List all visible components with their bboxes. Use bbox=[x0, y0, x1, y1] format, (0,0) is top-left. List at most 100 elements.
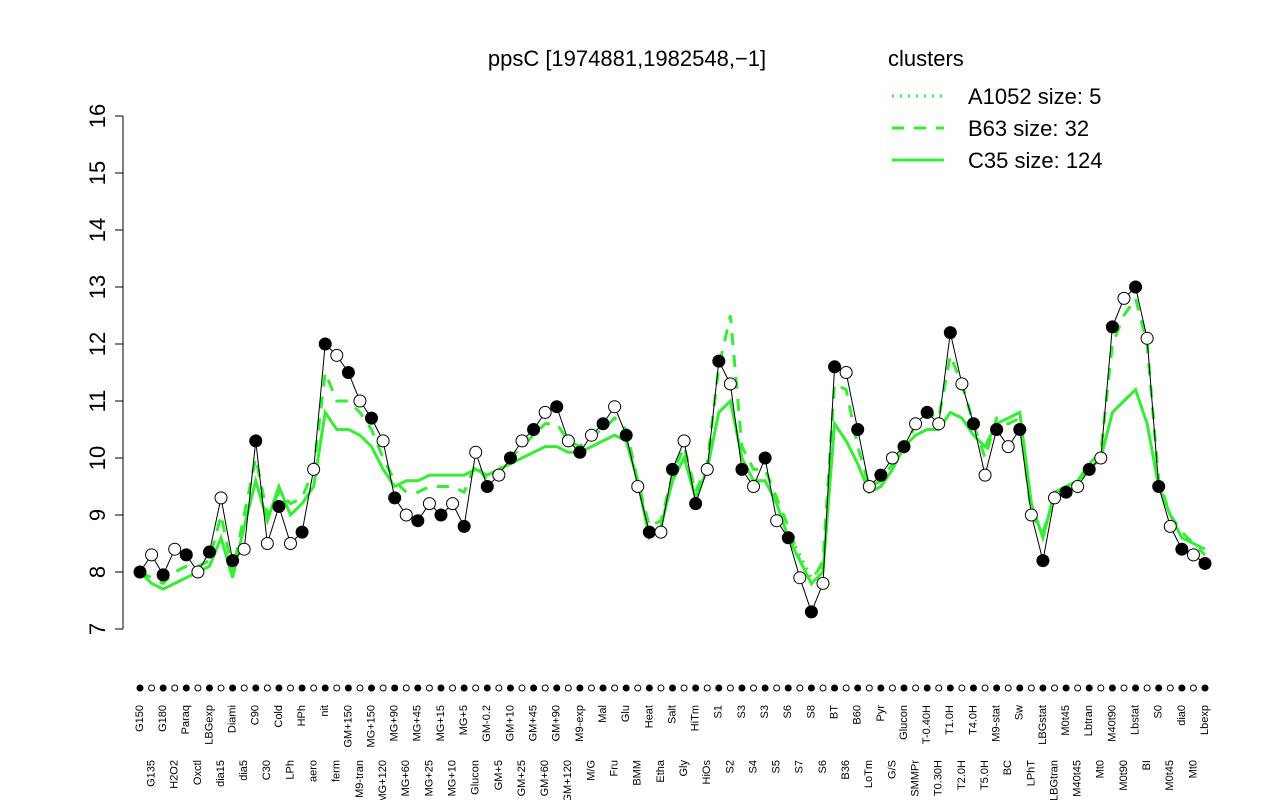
x-tick-label: S8 bbox=[805, 705, 817, 718]
x-tick-dot bbox=[182, 684, 190, 692]
x-tick-label: SMMPr bbox=[910, 760, 922, 797]
x-tick-label: M0t45 bbox=[1060, 705, 1072, 736]
data-point bbox=[457, 519, 471, 533]
x-tick-label: Lbexp bbox=[1199, 705, 1211, 735]
data-point bbox=[492, 468, 506, 482]
x-tick-label: Oxctl bbox=[192, 760, 204, 785]
x-tick-label: S1 bbox=[713, 705, 725, 718]
data-point bbox=[781, 531, 795, 545]
data-point bbox=[584, 428, 598, 442]
x-tick-dot bbox=[912, 684, 920, 692]
data-point bbox=[804, 605, 818, 619]
x-tick-label: dia0 bbox=[1176, 705, 1188, 726]
x-tick-dot bbox=[1155, 684, 1163, 692]
x-tick-dot bbox=[368, 684, 376, 692]
y-tick-label: 15 bbox=[85, 161, 110, 185]
x-tick-dot bbox=[344, 684, 352, 692]
data-point bbox=[446, 497, 460, 511]
x-tick-dot bbox=[865, 684, 873, 692]
x-tick-dot bbox=[1074, 684, 1082, 692]
x-tick-label: LBGexp bbox=[203, 705, 215, 745]
x-tick-dot bbox=[576, 684, 584, 692]
data-point bbox=[318, 337, 332, 351]
x-tick-dot bbox=[460, 684, 468, 692]
x-tick-label: M/G bbox=[585, 760, 597, 781]
data-point bbox=[1152, 480, 1166, 493]
data-point bbox=[689, 497, 703, 511]
data-point bbox=[654, 525, 668, 539]
x-tick-label: HiOs bbox=[701, 760, 713, 785]
data-point bbox=[341, 366, 355, 379]
x-tick-dot bbox=[1051, 684, 1059, 692]
data-point bbox=[214, 491, 228, 505]
x-tick-dot bbox=[796, 684, 804, 692]
x-tick-dot bbox=[935, 684, 943, 692]
x-tick-label: T5.0H bbox=[979, 760, 991, 790]
x-tick-label: LPhT bbox=[1025, 760, 1037, 787]
data-point bbox=[666, 462, 679, 476]
x-tick-label: BT bbox=[828, 705, 840, 719]
y-tick-label: 11 bbox=[85, 390, 110, 413]
x-tick-dot bbox=[1039, 684, 1047, 692]
x-tick-dot bbox=[310, 684, 318, 692]
x-tick-dot bbox=[252, 684, 260, 692]
x-tick-dot bbox=[530, 684, 538, 692]
x-tick-dot bbox=[495, 684, 503, 692]
x-tick-dot bbox=[738, 684, 746, 692]
x-tick-label: Pyr bbox=[875, 705, 887, 722]
x-tick-label: GM+10 bbox=[504, 705, 516, 741]
data-point bbox=[168, 542, 182, 556]
data-point bbox=[677, 434, 691, 448]
x-tick-dot bbox=[784, 684, 792, 692]
data-point bbox=[550, 400, 564, 414]
x-tick-dot bbox=[1062, 684, 1070, 692]
x-tick-dot bbox=[205, 684, 213, 692]
x-tick-dot bbox=[726, 684, 734, 692]
data-point bbox=[1013, 423, 1027, 436]
data-point bbox=[295, 525, 309, 539]
x-tick-label: GM-0.2 bbox=[481, 705, 493, 742]
data-point bbox=[1071, 480, 1085, 493]
cluster-line bbox=[138, 386, 1206, 591]
x-tick-label: G135 bbox=[145, 760, 157, 787]
x-tick-label: MG+45 bbox=[412, 705, 424, 741]
x-tick-label: MG+5 bbox=[458, 705, 470, 735]
x-tick-dot bbox=[773, 684, 781, 692]
x-tick-label: MG+25 bbox=[423, 760, 435, 796]
data-point bbox=[793, 571, 807, 585]
data-point bbox=[932, 417, 946, 431]
x-tick-dot bbox=[993, 684, 1001, 692]
data-point bbox=[399, 508, 413, 522]
x-tick-label: MG+150 bbox=[365, 705, 377, 748]
x-tick-dot bbox=[587, 684, 595, 692]
data-point bbox=[608, 400, 622, 414]
x-tick-dot bbox=[194, 684, 202, 692]
x-tick-label: T0.30H bbox=[933, 760, 945, 796]
x-tick-label: C90 bbox=[250, 705, 262, 725]
data-point bbox=[770, 514, 784, 528]
x-tick-dot bbox=[703, 684, 711, 692]
x-tick-dot bbox=[414, 684, 422, 692]
data-point bbox=[700, 462, 714, 476]
data-point bbox=[1186, 548, 1200, 562]
data-point bbox=[631, 480, 645, 493]
data-point bbox=[885, 451, 899, 465]
x-tick-dot bbox=[275, 684, 283, 692]
x-tick-label: BC bbox=[1002, 760, 1014, 775]
legend-title: clusters bbox=[888, 46, 964, 71]
x-tick-dot bbox=[1016, 684, 1024, 692]
data-point bbox=[538, 405, 552, 419]
x-tick-dot bbox=[1143, 684, 1151, 692]
data-point bbox=[723, 377, 737, 391]
x-tick-dot bbox=[923, 684, 931, 692]
chart-title: ppsC [1974881,1982548,−1] bbox=[488, 46, 766, 71]
x-tick-dot bbox=[611, 684, 619, 692]
x-tick-dot bbox=[819, 684, 827, 692]
x-tick-dot bbox=[831, 684, 839, 692]
data-point bbox=[283, 537, 297, 550]
data-point bbox=[527, 423, 541, 436]
x-tick-label: Mt0 bbox=[1095, 760, 1107, 778]
x-tick-label: B36 bbox=[840, 760, 852, 780]
x-tick-dot bbox=[472, 684, 480, 692]
data-point bbox=[816, 576, 830, 590]
